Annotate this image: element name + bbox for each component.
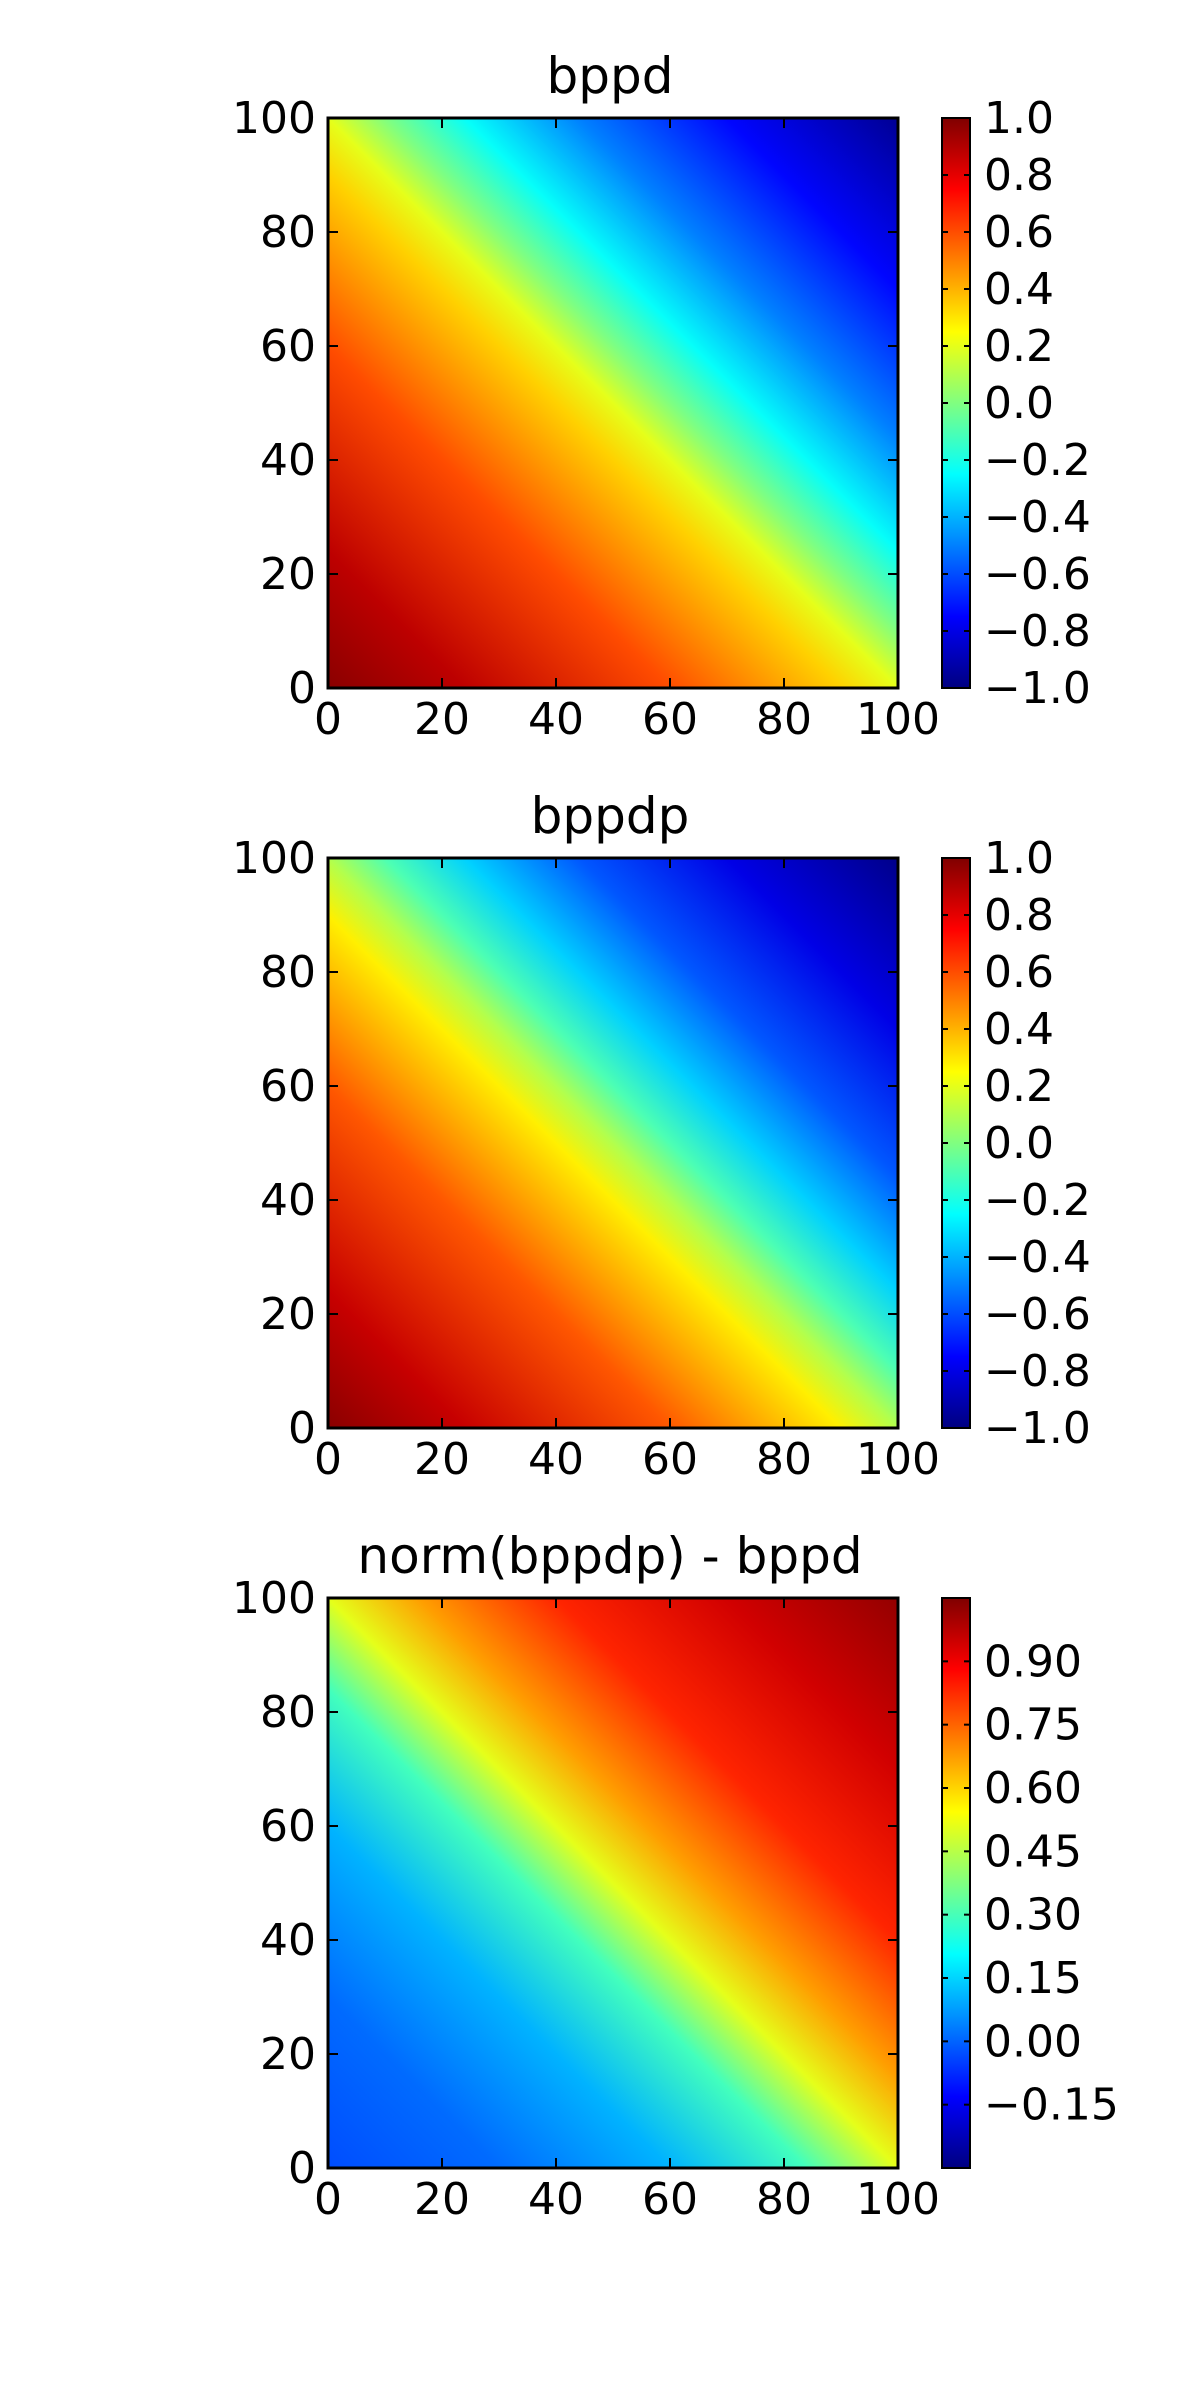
x-tick-label: 100 [856,1434,940,1485]
y-tick-label: 80 [260,207,316,258]
colorbar-tick-label: 0.0 [984,378,1054,429]
x-tick-label: 20 [414,1434,470,1485]
colorbar-tick-label: 0.2 [984,1061,1054,1112]
colorbar-tick-label: 0.2 [984,321,1054,372]
y-tick-label: 60 [260,1061,316,1112]
heatmap-image [328,118,898,688]
y-tick-label: 100 [232,1573,316,1624]
colorbar-tick-label: 0.0 [984,1118,1054,1169]
colorbar-tick-label: −1.0 [984,1403,1091,1454]
y-tick-label: 20 [260,549,316,600]
colorbar-tick-label: 0.45 [984,1826,1082,1877]
colorbar-tick-label: 0.8 [984,150,1054,201]
axes-frame [326,856,900,1430]
x-tick-label: 20 [414,694,470,745]
colorbar-tick-group: 1.0 0.8 0.6 0.4 0.2 0.0 −0.2 −0.4 −0.6 −0.8 −1.0 [942,93,1091,714]
x-tick-label: 60 [642,1434,698,1485]
colorbar-tick-label: 0.4 [984,1004,1054,1055]
colorbar-tick-label: −0.6 [984,1289,1091,1340]
x-tick-label: 60 [642,694,698,745]
tick-group: 0 20 40 60 80 100 0 20 40 60 80 100 [232,833,940,1485]
chart-panel: bppdp 0 20 40 60 80 100 0 20 40 60 80 100 1.0 0.8 0.6… [232,787,1091,1485]
y-tick-label: 100 [232,833,316,884]
x-tick-label: 80 [756,694,812,745]
chart-panel: bppd 0 20 40 60 80 100 0 20 40 60 80 100 1.0 0.8 0.6 0… [232,47,1091,745]
colorbar-tick-label: −0.4 [984,492,1091,543]
y-tick-label: 0 [288,2143,316,2194]
colorbar-tick-label: 0.6 [984,207,1054,258]
colorbar-tick-label: −1.0 [984,663,1091,714]
colorbar-tick-label: 0.90 [984,1636,1082,1687]
colorbar-tick-label: 0.75 [984,1700,1082,1751]
y-tick-label: 40 [260,1915,316,1966]
colorbar-tick-label: 0.30 [984,1890,1082,1941]
x-tick-label: 0 [314,1434,342,1485]
chart-panel: norm(bppdp) - bppd 0 20 40 60 80 100 0 20 40 60 80… [232,1527,1119,2225]
y-tick-label: 60 [260,321,316,372]
heatmap-image [328,1598,898,2168]
tick-group: 0 20 40 60 80 100 0 20 40 60 80 100 [232,93,940,745]
colorbar [941,1597,971,2169]
y-tick-label: 0 [288,1403,316,1454]
y-tick-label: 20 [260,2029,316,2080]
colorbar-tick-label: 1.0 [984,93,1054,144]
colorbar-tick-label: −0.8 [984,606,1091,657]
colorbar-tick-label: −0.2 [984,1175,1091,1226]
axes-frame [326,1596,900,2170]
colorbar-tick-label: 0.8 [984,890,1054,941]
x-tick-label: 20 [414,2174,470,2225]
colorbar-tick-label: −0.6 [984,549,1091,600]
colorbar-tick-label: −0.15 [984,2080,1119,2131]
colorbar-tick-group: 1.0 0.8 0.6 0.4 0.2 0.0 −0.2 −0.4 −0.6 −0.8 −1.0 [942,833,1091,1454]
x-tick-label: 80 [756,1434,812,1485]
tick-group: 0 20 40 60 80 100 0 20 40 60 80 100 [232,1573,940,2225]
x-tick-label: 40 [528,694,584,745]
x-tick-label: 0 [314,694,342,745]
y-tick-label: 40 [260,1175,316,1226]
colorbar-tick-label: 0.60 [984,1763,1082,1814]
x-tick-label: 100 [856,694,940,745]
colorbar-tick-label: 0.6 [984,947,1054,998]
chart-title: norm(bppdp) - bppd [357,1527,862,1585]
heatmap-image [328,858,898,1428]
axes-frame [326,116,900,690]
chart-title: bppdp [531,787,690,845]
colorbar-tick-label: 1.0 [984,833,1054,884]
y-tick-label: 100 [232,93,316,144]
colorbar-tick-label: −0.4 [984,1232,1091,1283]
x-tick-label: 0 [314,2174,342,2225]
colorbar-tick-label: 0.00 [984,2016,1082,2067]
x-tick-label: 80 [756,2174,812,2225]
x-tick-label: 60 [642,2174,698,2225]
y-tick-label: 80 [260,1687,316,1738]
x-tick-label: 40 [528,2174,584,2225]
colorbar-tick-label: 0.4 [984,264,1054,315]
colorbar-tick-group: 0.90 0.75 0.60 0.45 0.30 0.15 0.00 −0.15 [942,1636,1119,2131]
colorbar-tick-label: 0.15 [984,1953,1082,2004]
colorbar-tick-label: −0.2 [984,435,1091,486]
colorbar-tick-label: −0.8 [984,1346,1091,1397]
x-tick-label: 40 [528,1434,584,1485]
x-tick-label: 100 [856,2174,940,2225]
y-tick-label: 20 [260,1289,316,1340]
y-tick-label: 80 [260,947,316,998]
chart-title: bppd [547,47,674,105]
y-tick-label: 60 [260,1801,316,1852]
y-tick-label: 0 [288,663,316,714]
y-tick-label: 40 [260,435,316,486]
